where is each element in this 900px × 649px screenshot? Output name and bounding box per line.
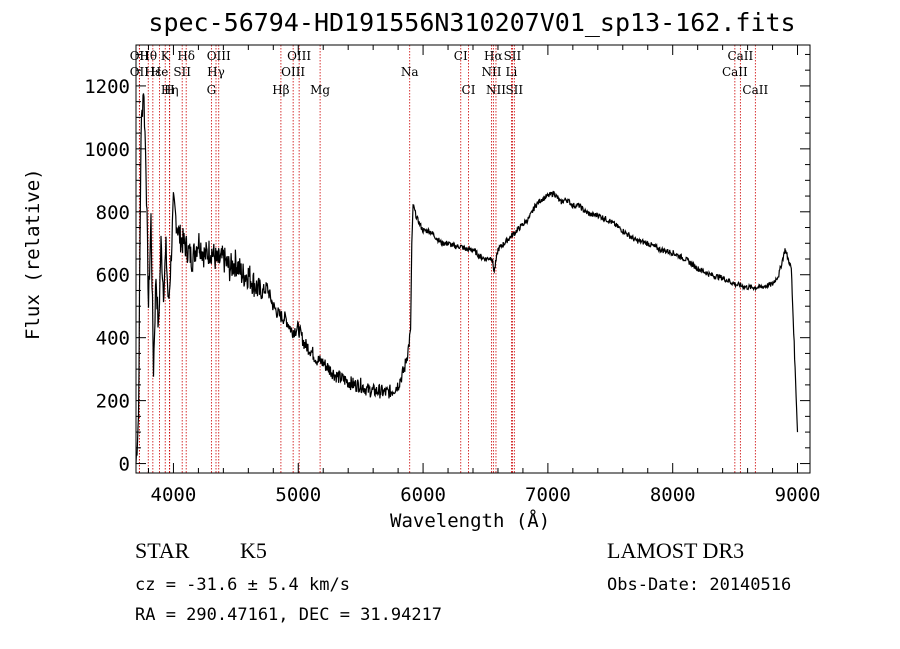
marker-label: Mg xyxy=(310,83,330,97)
marker-label: OII xyxy=(130,49,150,63)
marker-label: OIII xyxy=(287,49,311,63)
object-class: STAR xyxy=(135,538,190,563)
plot-frame xyxy=(135,44,811,474)
y-tick-label: 600 xyxy=(96,265,130,287)
survey-name: LAMOST DR3 xyxy=(607,538,745,563)
y-tick-label: 1200 xyxy=(84,76,130,98)
marker-label: H xyxy=(164,83,174,97)
x-tick-label: 4000 xyxy=(151,484,197,506)
marker-label: SII xyxy=(504,49,522,63)
marker-label: Na xyxy=(401,65,419,79)
marker-label: NII xyxy=(486,83,506,97)
marker-label: Hα xyxy=(484,49,503,63)
marker-label: OIII xyxy=(207,49,231,63)
marker-label: CI xyxy=(454,49,468,63)
x-tick-label: 5000 xyxy=(275,484,321,506)
spectrum-line xyxy=(135,93,799,464)
marker-label: Hβ xyxy=(272,83,289,97)
marker-label: OII xyxy=(130,65,150,79)
marker-label: SII xyxy=(173,65,191,79)
coordinates: RA = 290.47161, DEC = 31.94217 xyxy=(135,605,443,625)
marker-label: G xyxy=(207,83,217,97)
marker-label: Hθ xyxy=(139,49,157,63)
marker-label: CaII xyxy=(727,49,753,63)
redshift-cz: cz = -31.6 ± 5.4 km/s xyxy=(135,575,350,595)
x-tick-label: 7000 xyxy=(525,484,571,506)
y-axis-ticks: 0 200 400 600 800 1000 1200 xyxy=(84,53,810,476)
x-tick-label: 6000 xyxy=(400,484,446,506)
marker-label: Li xyxy=(506,65,518,79)
y-tick-label: 800 xyxy=(96,202,130,224)
x-tick-label: 8000 xyxy=(650,484,696,506)
chart-title: spec-56794-HD191556N310207V01_sp13-162.f… xyxy=(148,8,796,37)
y-axis-label: Flux (relative) xyxy=(22,168,44,340)
marker-label: K xyxy=(161,49,171,63)
marker-label: Hε xyxy=(145,65,162,79)
marker-label: CaII xyxy=(722,65,748,79)
x-axis-ticks: 4000 5000 6000 7000 8000 9000 xyxy=(147,45,821,506)
marker-label: Hδ xyxy=(177,49,195,63)
y-tick-label: 400 xyxy=(96,328,130,350)
marker-label: Hγ xyxy=(207,65,225,79)
marker-label: OIII xyxy=(281,65,305,79)
marker-label: CaII xyxy=(742,83,768,97)
x-tick-label: 9000 xyxy=(775,484,821,506)
marker-label: CI xyxy=(462,83,476,97)
marker-label: SII xyxy=(505,83,523,97)
marker-label: Hη xyxy=(161,83,179,97)
marker-label: He xyxy=(151,65,169,79)
marker-label: NII xyxy=(481,65,501,79)
x-axis-label: Wavelength (Å) xyxy=(390,510,551,532)
object-subclass: K5 xyxy=(240,538,267,563)
y-tick-label: 1000 xyxy=(84,139,130,161)
y-tick-label: 0 xyxy=(119,454,130,476)
y-tick-label: 200 xyxy=(96,391,130,413)
observation-date: Obs-Date: 20140516 xyxy=(607,575,792,595)
